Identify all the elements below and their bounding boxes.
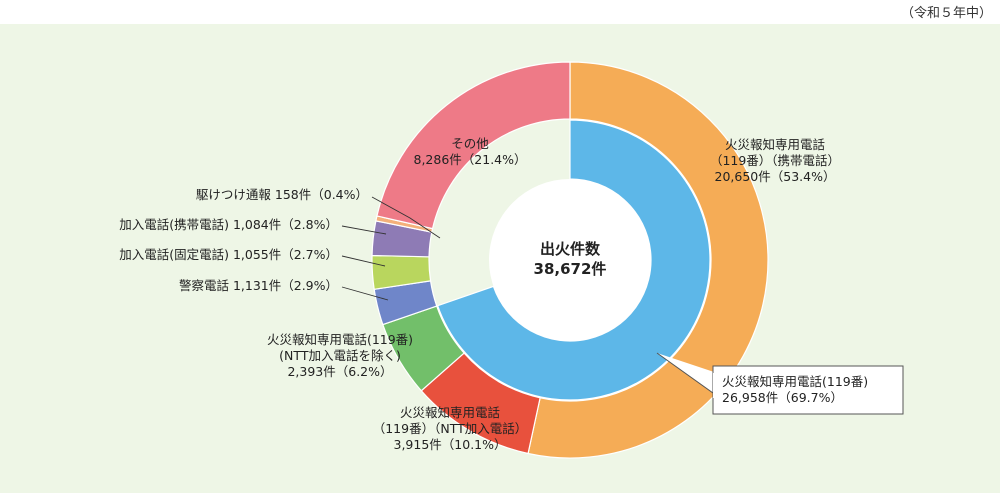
inner-label-0-line-1: 26,958件（69.7%） [722,390,843,405]
center-title: 出火件数 [540,240,601,258]
outer-label-4-line-0: 加入電話(固定電話) 1,055件（2.7%） [119,247,338,262]
leader-4 [341,255,386,267]
outer-label-1-line-0: 火災報知専用電話 [400,405,500,420]
slice-labels: 出火件数38,672件火災報知専用電話（119番）（携帯電話）20,650件（5… [119,136,868,452]
callout-box [712,365,904,415]
outer-ring [371,61,769,459]
outer-label-0-line-0: 火災報知専用電話 [725,137,825,152]
outer-label-2-line-1: (NTT加入電話を除く) [279,348,401,363]
outer-label-3-line-0: 警察電話 1,131件（2.9%） [179,278,338,293]
outer-slice-7 [376,61,571,230]
leader-6 [371,196,441,239]
leader-5 [341,225,387,235]
outer-label-7-line-0: その他 [451,136,489,151]
outer-slice-0 [527,61,769,459]
outer-label-2-line-2: 2,393件（6.2%） [287,364,392,379]
outer-label-1-line-1: （119番）（NTT加入電話） [373,421,528,436]
inner-ring [436,119,711,401]
outer-label-5-line-0: 加入電話(携帯電話) 1,084件（2.8%） [119,217,338,232]
leader-3 [341,286,389,301]
outer-label-0-line-1: （119番）（携帯電話） [710,153,840,168]
donut-hole [489,179,651,341]
leader-lines [341,196,904,415]
outer-label-7-line-1: 8,286件（21.4%） [414,152,527,167]
outer-label-1-line-2: 3,915件（10.1%） [394,437,507,452]
outer-label-6-line-0: 駆けつけ通報 158件（0.4%） [196,187,368,202]
outer-label-0-line-2: 20,650件（53.4%） [715,169,836,184]
period-note: （令和５年中） [900,6,992,21]
center-value: 38,672件 [534,260,607,278]
inner-label-0-line-0: 火災報知専用電話(119番) [722,374,868,389]
outer-label-2-line-0: 火災報知専用電話(119番) [267,332,413,347]
